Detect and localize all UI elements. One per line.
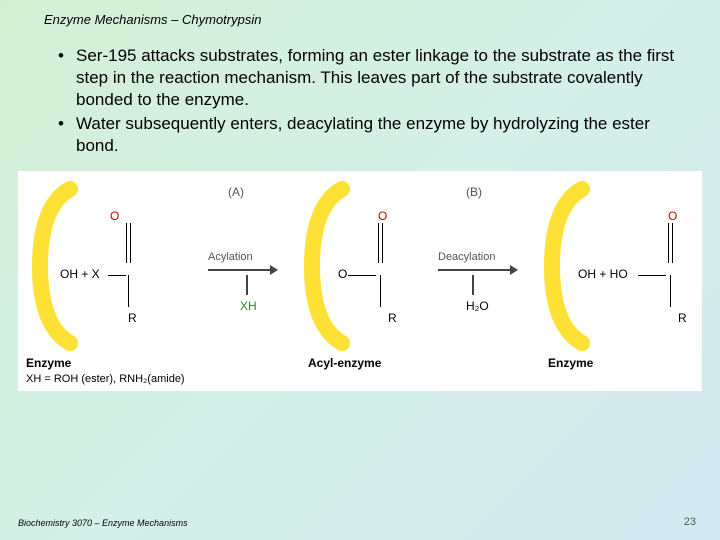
reaction-diagram: Enzyme XH = ROH (ester), RNH₂(amide) Acyl-… <box>18 171 702 391</box>
enzyme-shape <box>302 181 362 351</box>
bond-line <box>108 275 126 276</box>
bond-line <box>668 223 669 263</box>
bond-line <box>382 223 383 263</box>
step-name: (B) <box>466 185 482 199</box>
bond-line <box>348 275 376 276</box>
enzyme-shape <box>542 181 602 351</box>
bullet-item: Ser-195 attacks substrates, forming an e… <box>58 45 680 111</box>
chem-atom-label: O <box>668 209 677 223</box>
byproduct-label: XH <box>240 299 257 313</box>
footer-course: Biochemistry 3070 – Enzyme Mechanisms <box>18 518 188 528</box>
bond-line <box>128 275 129 307</box>
reaction-arrow <box>208 269 270 271</box>
arrow-head-icon <box>510 265 518 275</box>
bullet-item: Water subsequently enters, deacylating t… <box>58 113 680 157</box>
chem-atom-label: O <box>110 209 119 223</box>
chem-atom-label: R <box>128 311 137 325</box>
enzyme-label: Enzyme <box>26 356 71 370</box>
slide-number: 23 <box>684 516 696 528</box>
chem-atom-label: OH + HO <box>578 267 628 281</box>
chem-atom-label: O <box>378 209 387 223</box>
bond-line <box>378 223 379 263</box>
down-arrow <box>246 275 248 295</box>
chem-atom-label: OH + X <box>60 267 100 281</box>
enzyme-sublabel: XH = ROH (ester), RNH₂(amide) <box>26 373 185 385</box>
chem-atom-label: O <box>338 267 347 281</box>
bond-line <box>670 275 671 307</box>
bond-line <box>380 275 381 307</box>
chem-atom-label: R <box>388 311 397 325</box>
slide-title: Enzyme Mechanisms – Chymotrypsin <box>0 0 720 27</box>
bullet-list: Ser-195 attacks substrates, forming an e… <box>0 27 720 157</box>
bond-line <box>672 223 673 263</box>
down-arrow <box>472 275 474 295</box>
enzyme-label: Enzyme <box>548 356 593 370</box>
arrow-label: Deacylation <box>438 251 495 263</box>
bond-line <box>638 275 666 276</box>
reaction-arrow <box>438 269 510 271</box>
enzyme-label: Acyl-enzyme <box>308 356 381 370</box>
step-name: (A) <box>228 185 244 199</box>
byproduct-label: H₂O <box>466 299 489 313</box>
bond-line <box>130 223 131 263</box>
bond-line <box>126 223 127 263</box>
enzyme-shape <box>30 181 90 351</box>
arrow-head-icon <box>270 265 278 275</box>
chem-atom-label: R <box>678 311 687 325</box>
arrow-label: Acylation <box>208 251 253 263</box>
